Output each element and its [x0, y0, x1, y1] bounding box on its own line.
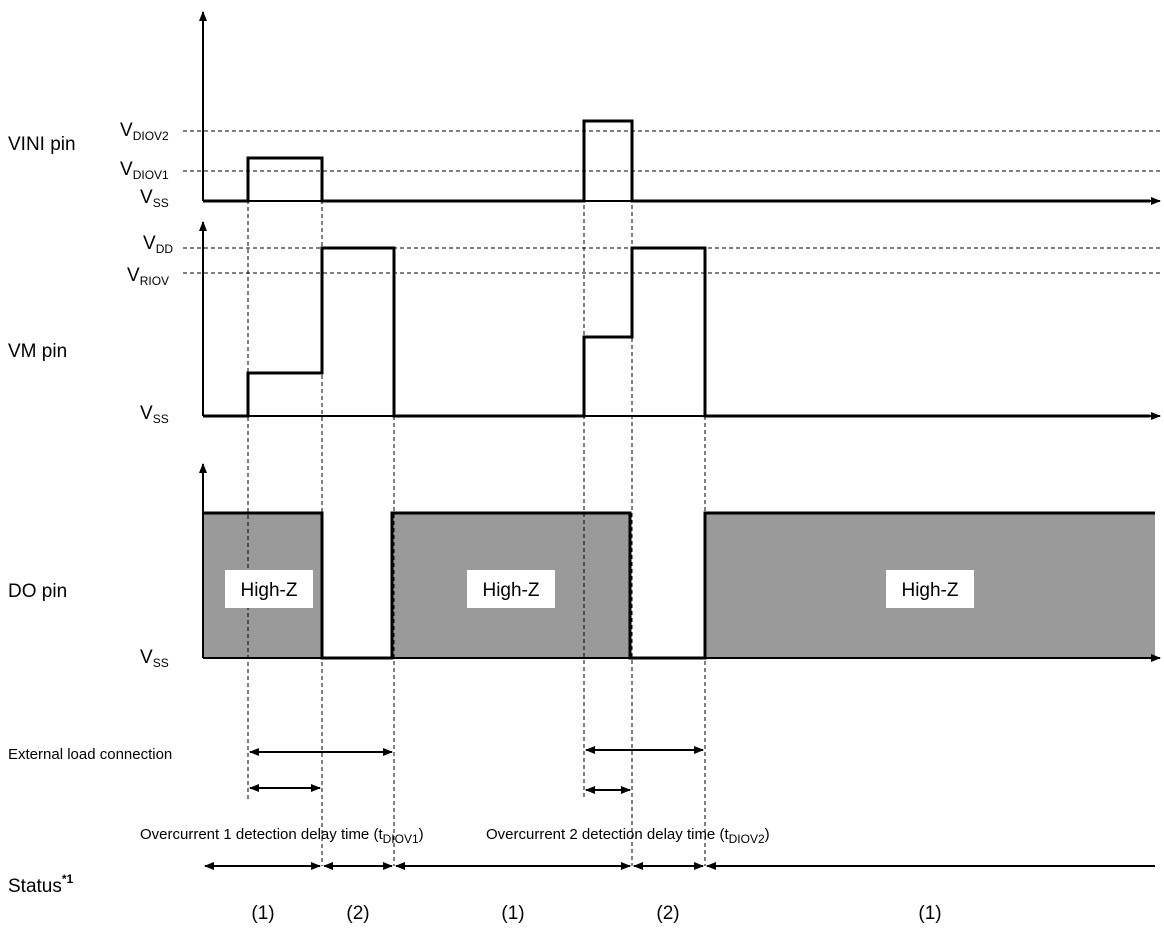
overcurrent1-delay-label: Overcurrent 1 detection delay time (tDIO…	[140, 826, 424, 846]
do-vss-label: VSS	[140, 647, 169, 670]
do-highz-regions	[203, 513, 1155, 658]
svg-text:High-Z: High-Z	[901, 580, 958, 601]
vini-vss-label: VSS	[140, 187, 169, 210]
svg-text:High-Z: High-Z	[240, 580, 297, 601]
highz-label-3: High-Z	[886, 570, 974, 608]
status-label-1: (1)	[251, 903, 274, 924]
vdiov1-label: VDIOV1	[120, 159, 169, 182]
vdd-label: VDD	[143, 233, 173, 256]
highz-label-1: High-Z	[225, 570, 313, 608]
external-load-label: External load connection	[8, 746, 172, 763]
waveforms	[203, 119, 1155, 660]
vini-pin-label: VINI pin	[8, 134, 76, 155]
status-label: Status*1	[8, 872, 74, 897]
do-pin-label: DO pin	[8, 581, 67, 602]
highz-label-2: High-Z	[467, 570, 555, 608]
status-label-5: (1)	[918, 903, 941, 924]
vm-pin-label: VM pin	[8, 341, 67, 362]
vriov-label: VRIOV	[127, 265, 169, 288]
vini-waveform	[203, 119, 1150, 203]
vm-vss-label: VSS	[140, 403, 169, 426]
do-waveform	[203, 511, 1155, 660]
status-label-2: (2)	[346, 903, 369, 924]
svg-text:High-Z: High-Z	[482, 580, 539, 601]
vm-waveform	[203, 246, 1150, 418]
vdiov2-label: VDIOV2	[120, 120, 169, 143]
timing-markers	[247, 121, 706, 866]
overcurrent2-delay-label: Overcurrent 2 detection delay time (tDIO…	[486, 826, 770, 846]
status-label-4: (2)	[656, 903, 679, 924]
status-label-3: (1)	[501, 903, 524, 924]
